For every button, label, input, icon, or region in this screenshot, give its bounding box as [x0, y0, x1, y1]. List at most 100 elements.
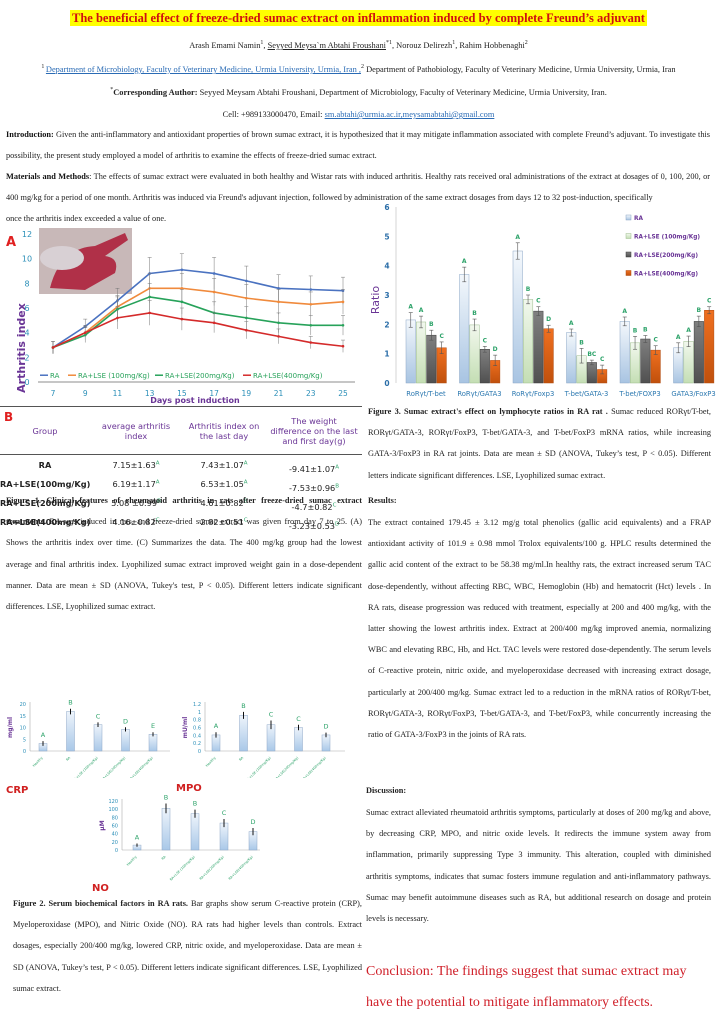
photo-bg [40, 246, 84, 270]
cell-value: RA+LSE(200mg/Kg) [0, 497, 91, 508]
legend-label: RA+LSE(400mg/Kg) [634, 272, 698, 278]
data-point [212, 321, 216, 325]
x-tick-label: 21 [274, 389, 284, 398]
bar [148, 734, 158, 752]
y-tick-label: 2 [24, 353, 29, 362]
significance-letter: B [335, 482, 340, 489]
bar [566, 332, 577, 384]
bar [161, 808, 171, 851]
bar [321, 734, 331, 752]
legend-swatch [625, 214, 632, 221]
table-cell-group: RA [0, 460, 90, 470]
y-tick-label: 5 [23, 737, 26, 743]
data-point [309, 323, 313, 327]
panel-b-label: B [4, 410, 14, 424]
cell-value: -4.7±0.82 [291, 501, 333, 512]
table-row: RA+LSE(200mg/Kg) 5.08 ±0.99B 4.61±0.82B -4.… [0, 493, 362, 512]
crp-bar-chart: 0 5 10 15 20 mg/ml A Healthy B RA C RA+LSE (100mg/K… [7, 699, 170, 778]
y-tick-label: 3 [384, 291, 389, 300]
significance-letter: A [41, 731, 46, 739]
y-tick-label: 0.8 [193, 718, 201, 724]
data-point [245, 316, 248, 320]
x-tick-label: Healthy [205, 756, 217, 768]
y-tick-label: 0 [198, 749, 201, 755]
significance-letter: D [323, 723, 328, 731]
y-tick-label: 2 [384, 320, 389, 329]
corresponding-text: Seyyed Meysam Abtahi Froushani, Departme… [197, 87, 607, 97]
cell-value: 4.16±0.82 [112, 516, 156, 527]
bar [416, 321, 427, 384]
table-cell-wt: -4.7±0.82C [266, 494, 362, 512]
significance-letter: A [462, 258, 467, 265]
table-row: RA+LSE(400mg/Kg) 4.16±0.82C 2.82±0.51C -3.2… [0, 512, 362, 531]
y-tick-label: 40 [112, 832, 118, 838]
data-point [341, 300, 345, 304]
bar [405, 319, 416, 384]
data-point [341, 323, 345, 327]
x-tick-label: T-bet/FOXP3 [618, 390, 660, 398]
table-cell-wt: -3.23±0.53D [266, 513, 362, 531]
bar [533, 310, 544, 384]
y-tick-label: 12 [22, 230, 32, 239]
significance-letter: A [515, 234, 520, 241]
data-point [341, 344, 345, 348]
significance-letter: B [429, 321, 434, 328]
table-cell-group: RA+LSE(200mg/Kg) [0, 498, 90, 508]
y-tick-label: 10 [22, 255, 32, 264]
bar [693, 321, 704, 384]
poster-title-wrap: The beneficial effect of freeze-dried su… [0, 9, 717, 27]
star: * [110, 87, 114, 93]
authors-line: Arash Emami Namin1, Seyyed Meysa`m Abtah… [0, 40, 717, 50]
email-link[interactable]: sm.abtahi@urmia.ac.ir,meysamabtahi@gmail… [324, 110, 495, 119]
data-point [277, 286, 280, 290]
cell-value: -3.23±0.53 [288, 520, 336, 531]
series-line [52, 287, 344, 349]
bar [426, 334, 437, 384]
significance-letter: A [569, 320, 574, 327]
table-header-weight: The weight difference on the last and fi… [270, 415, 358, 446]
significance-letter: A [335, 463, 340, 470]
significance-letter: C [155, 516, 160, 523]
table-cell-last: 2.82±0.51C [182, 517, 266, 527]
significance-letter: D [335, 520, 340, 527]
data-point [116, 316, 119, 320]
figure-3-caption: Figure 3. Sumac extract's effect on lymp… [368, 401, 711, 486]
data-point [245, 328, 248, 332]
y-tick-label: 4 [384, 262, 389, 271]
y-tick-label: 1.2 [193, 702, 201, 708]
bar [239, 715, 248, 752]
table-cell-wt: -7.53±0.96B [266, 475, 362, 493]
bar [650, 349, 661, 384]
x-tick-label: RA+LSE (100mg/Kg) [169, 855, 196, 881]
series-line [52, 296, 343, 349]
cell-value: RA+LSE(100mg/Kg) [0, 478, 91, 489]
data-point [245, 296, 248, 300]
x-tick-label: RA+LSE(400mg/Kg) [228, 855, 254, 881]
significance-letter: B [526, 286, 531, 293]
y-axis-label: µM [99, 820, 106, 830]
significance-letter: B [633, 327, 638, 334]
conclusion-text: Conclusion: The findings suggest that su… [366, 964, 687, 1010]
table-header-last-day: Arthritis index on the last day [188, 420, 260, 441]
bar [619, 321, 630, 384]
table-cell-avg: 5.08 ±0.99B [90, 498, 182, 508]
introduction-text: Given the anti-inflammatory and antioxid… [6, 130, 710, 160]
significance-letter: C [332, 501, 337, 508]
author-1: Arash Emami Namin [189, 40, 261, 50]
cell-value: -9.41±1.07 [288, 463, 336, 474]
x-tick-label: RA+LSE (100mg/Kg) [245, 756, 272, 778]
table-cell-avg: 6.19±1.17A [90, 479, 182, 489]
methods-label: Materials and Methods [6, 172, 90, 181]
data-point [212, 272, 216, 275]
author-1-sup: 1 [260, 40, 264, 46]
significance-letter: B [241, 702, 245, 710]
affiliation-1-link[interactable]: Department of Microbiology, Faculty of V… [45, 64, 361, 74]
significance-letter: A [676, 334, 681, 341]
methods-text-end: once the arthritis index exceeded a valu… [6, 214, 167, 223]
bar [459, 274, 470, 384]
no-bar-chart: 0 20 40 60 80 100 120 µM A Healthy B RA B RA+LSE (100… [99, 793, 260, 881]
legend-label: RA [634, 216, 643, 222]
significance-letter: A [243, 459, 248, 466]
legend-label: RA+LSE(200mg/Kg) [165, 372, 235, 380]
data-point [277, 300, 280, 304]
